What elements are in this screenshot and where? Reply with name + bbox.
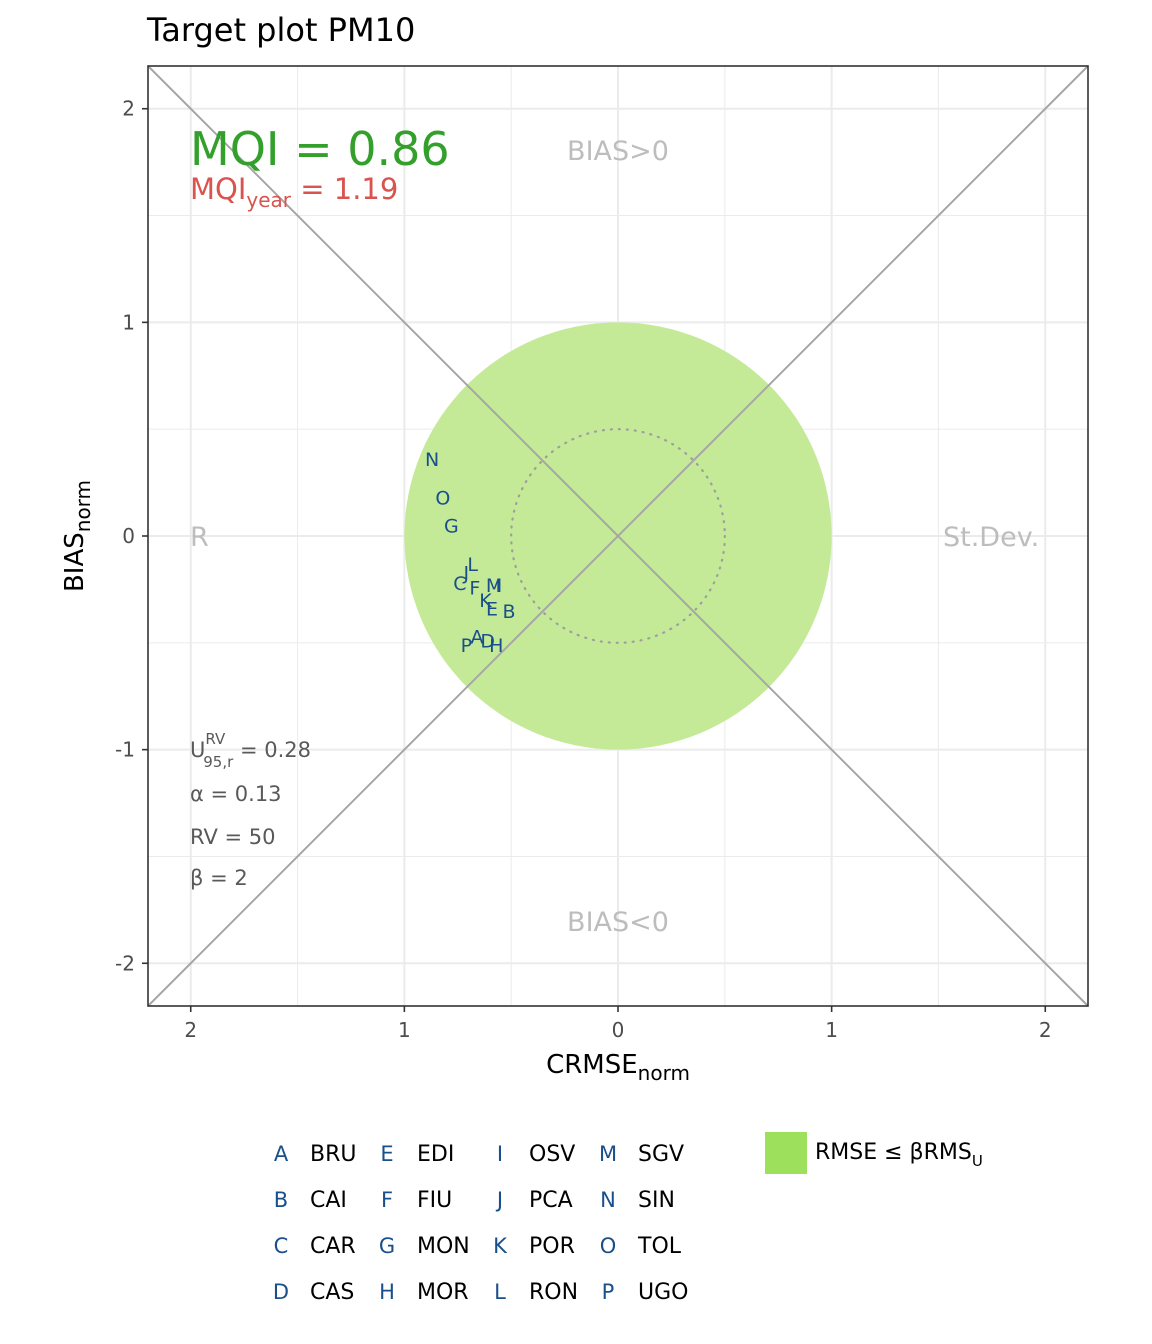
legend-name-D: CAS [310, 1280, 354, 1305]
diagonal-line-ascending [147, 65, 1089, 1007]
stat-u-main: U [190, 738, 205, 762]
y-axis-title-group: BIASnorm [60, 480, 95, 592]
legend-name-G: MON [417, 1234, 470, 1259]
stat-beta: β = 2 [190, 866, 248, 890]
point-D: D [480, 631, 495, 653]
legend-fill-label: RMSE ≤ βRMSU [815, 1140, 983, 1170]
x-axis-title: CRMSEnorm [546, 1050, 690, 1085]
legend-code-C: C [274, 1234, 289, 1258]
legend-fill-swatch [765, 1132, 807, 1174]
y-axis-title: BIASnorm [60, 480, 95, 592]
point-C: C [453, 573, 466, 595]
legend-name-O: TOL [637, 1234, 682, 1259]
legend-code-P: P [602, 1280, 615, 1304]
legend-code-H: H [379, 1280, 395, 1304]
legend-code-F: F [381, 1188, 393, 1212]
inner-dotted-circle [510, 428, 726, 644]
plot-panel: BIAS>0 BIAS<0 R St.Dev. MQI = 0.86 MQIye… [147, 65, 1089, 1007]
legend-code-B: B [274, 1188, 288, 1212]
legend-code-G: G [379, 1234, 395, 1258]
quadrant-label-top: BIAS>0 [567, 136, 669, 167]
legend-code-E: E [380, 1142, 393, 1166]
y-tick-label: 0 [122, 524, 135, 548]
point-P: P [461, 635, 472, 657]
legend-name-C: CAR [310, 1234, 356, 1259]
x-tick-label: 1 [398, 1018, 411, 1042]
mqi-year-main: MQI [190, 172, 246, 206]
legend-name-J: PCA [529, 1188, 573, 1213]
stat-alpha: α = 0.13 [190, 782, 282, 806]
mqi-year-sub: year [246, 188, 291, 212]
legend-code-A: A [274, 1142, 289, 1166]
point-N: N [425, 449, 439, 471]
point-L: L [467, 554, 478, 576]
legend-name-E: EDI [417, 1142, 454, 1167]
stat-rv: RV = 50 [190, 825, 275, 849]
point-A: A [471, 626, 484, 648]
mqi-year-value: MQIyear = 1.19 [190, 172, 398, 212]
point-B: B [503, 601, 516, 623]
legend-code-O: O [600, 1234, 617, 1258]
point-K: K [479, 590, 492, 612]
legend-name-N: SIN [638, 1188, 675, 1213]
legend-name-M: SGV [638, 1142, 684, 1167]
x-axis-ticks: 2 1 0 1 2 [184, 1006, 1052, 1042]
x-tick-label: 2 [1039, 1018, 1052, 1042]
y-axis-title-main: BIAS [60, 532, 90, 592]
point-O: O [435, 488, 450, 510]
legend-code-L: L [494, 1280, 506, 1304]
point-F: F [469, 577, 480, 599]
quadrant-label-right: St.Dev. [943, 522, 1039, 553]
legend-fill-label-main: RMSE ≤ βRMS [815, 1140, 972, 1165]
stat-u-rest: = 0.28 [233, 738, 311, 762]
y-tick-label: -1 [115, 738, 135, 762]
mqi-year-rest: = 1.19 [291, 172, 398, 206]
x-tick-label: 2 [184, 1018, 197, 1042]
legend-code-M: M [599, 1142, 617, 1166]
legend-fill-label-sub: U [972, 1152, 983, 1170]
point-H: H [489, 635, 503, 657]
legend-name-B: CAI [310, 1188, 347, 1213]
x-tick-label: 1 [825, 1018, 838, 1042]
y-tick-label: -2 [115, 951, 135, 975]
point-M: M [486, 575, 502, 597]
point-E: E [486, 599, 498, 621]
y-tick-label: 1 [122, 310, 135, 334]
legend-code-D: D [273, 1280, 289, 1304]
quadrant-label-left: R [190, 522, 209, 553]
y-axis-title-sub: norm [71, 480, 95, 532]
legend-name-H: MOR [417, 1280, 469, 1305]
stat-u-sub: 95,r [203, 753, 234, 771]
y-tick-label: 2 [122, 97, 135, 121]
stat-u95r: URV 95,r = 0.28 [190, 730, 311, 771]
legend-name-K: POR [529, 1234, 575, 1259]
legend-code-I: I [497, 1142, 503, 1166]
legend-name-I: OSV [529, 1142, 575, 1167]
point-J: J [463, 562, 470, 584]
y-axis-ticks: -2 -1 0 1 2 [115, 97, 148, 975]
legend-name-L: RON [529, 1280, 578, 1305]
legend-code-K: K [493, 1234, 508, 1258]
x-axis-title-sub: norm [638, 1061, 690, 1085]
legend-code-N: N [600, 1188, 616, 1212]
legend-name-A: BRU [310, 1142, 356, 1167]
legend-name-P: UGO [638, 1280, 688, 1305]
mqi-value: MQI = 0.86 [190, 122, 450, 176]
point-I: I [496, 575, 502, 597]
chart-title: Target plot PM10 [146, 11, 415, 49]
x-tick-label: 0 [612, 1018, 625, 1042]
x-axis-title-main: CRMSE [546, 1050, 638, 1080]
quadrant-label-bottom: BIAS<0 [567, 907, 669, 938]
point-G: G [444, 515, 459, 537]
legend-name-F: FIU [417, 1188, 452, 1213]
stat-u-sup: RV [205, 730, 226, 748]
legend-code-J: J [495, 1188, 503, 1212]
